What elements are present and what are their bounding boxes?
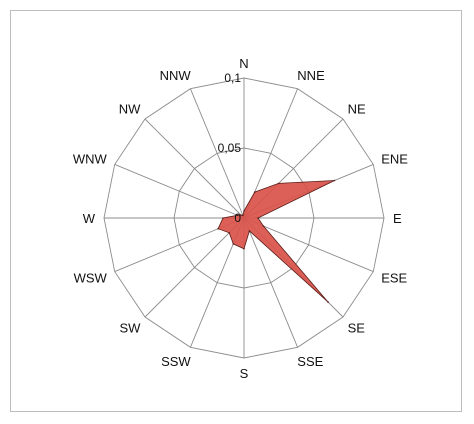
data-point-w — [222, 217, 224, 219]
direction-labels: N NNE NE ENE E ESE SE SSE S SSW SW WSW W WNW NW NNW — [73, 56, 408, 381]
series-layer — [217, 179, 336, 303]
direction-label-sse: SSE — [297, 354, 323, 369]
direction-label-nne: NNE — [297, 68, 325, 83]
data-point-nnw — [242, 214, 244, 217]
direction-label-nw: NW — [119, 101, 141, 116]
tick-label-0: 0 — [234, 211, 241, 225]
direction-label-e: E — [393, 211, 402, 226]
data-point-sw — [228, 232, 230, 234]
data-point-nw — [240, 214, 242, 216]
data-point-s — [243, 248, 245, 250]
tick-labels: 0 0,05 0,1 — [218, 71, 242, 225]
direction-label-wsw: WSW — [74, 270, 108, 285]
direction-label-ssw: SSW — [161, 354, 191, 369]
data-point-sse — [248, 230, 251, 232]
direction-label-ese: ESE — [381, 270, 407, 285]
direction-label-w: W — [83, 211, 96, 226]
direction-label-s: S — [240, 366, 249, 381]
data-point-ese — [262, 225, 265, 227]
direction-label-ene: ENE — [381, 152, 408, 167]
direction-label-nnw: NNW — [160, 68, 192, 83]
data-point-e — [257, 217, 259, 219]
direction-label-ne: NE — [348, 101, 366, 116]
data-point-wsw — [217, 227, 219, 230]
data-point-ssw — [232, 243, 235, 245]
direction-label-se: SE — [348, 321, 366, 336]
grid-spoke-sse — [243, 217, 299, 348]
tick-label-2: 0,1 — [224, 71, 241, 85]
data-point-wnw — [236, 214, 239, 217]
data-point-ne — [277, 182, 280, 185]
direction-label-n: N — [239, 56, 248, 71]
grid-spoke-wnw — [114, 163, 245, 219]
data-point-ene — [333, 179, 336, 182]
data-point-nne — [253, 191, 256, 193]
grid-spoke-sw — [144, 217, 245, 318]
data-point-se — [327, 301, 329, 303]
chart-frame — [10, 10, 462, 412]
tick-label-1: 0,05 — [218, 141, 242, 155]
grid-spoke-nnw — [189, 88, 245, 219]
data-point-n — [243, 210, 245, 212]
grid-spoke-nw — [144, 118, 245, 219]
direction-label-wnw: WNW — [73, 152, 108, 167]
direction-label-sw: SW — [119, 321, 141, 336]
grid-spoke-ese — [243, 217, 374, 273]
